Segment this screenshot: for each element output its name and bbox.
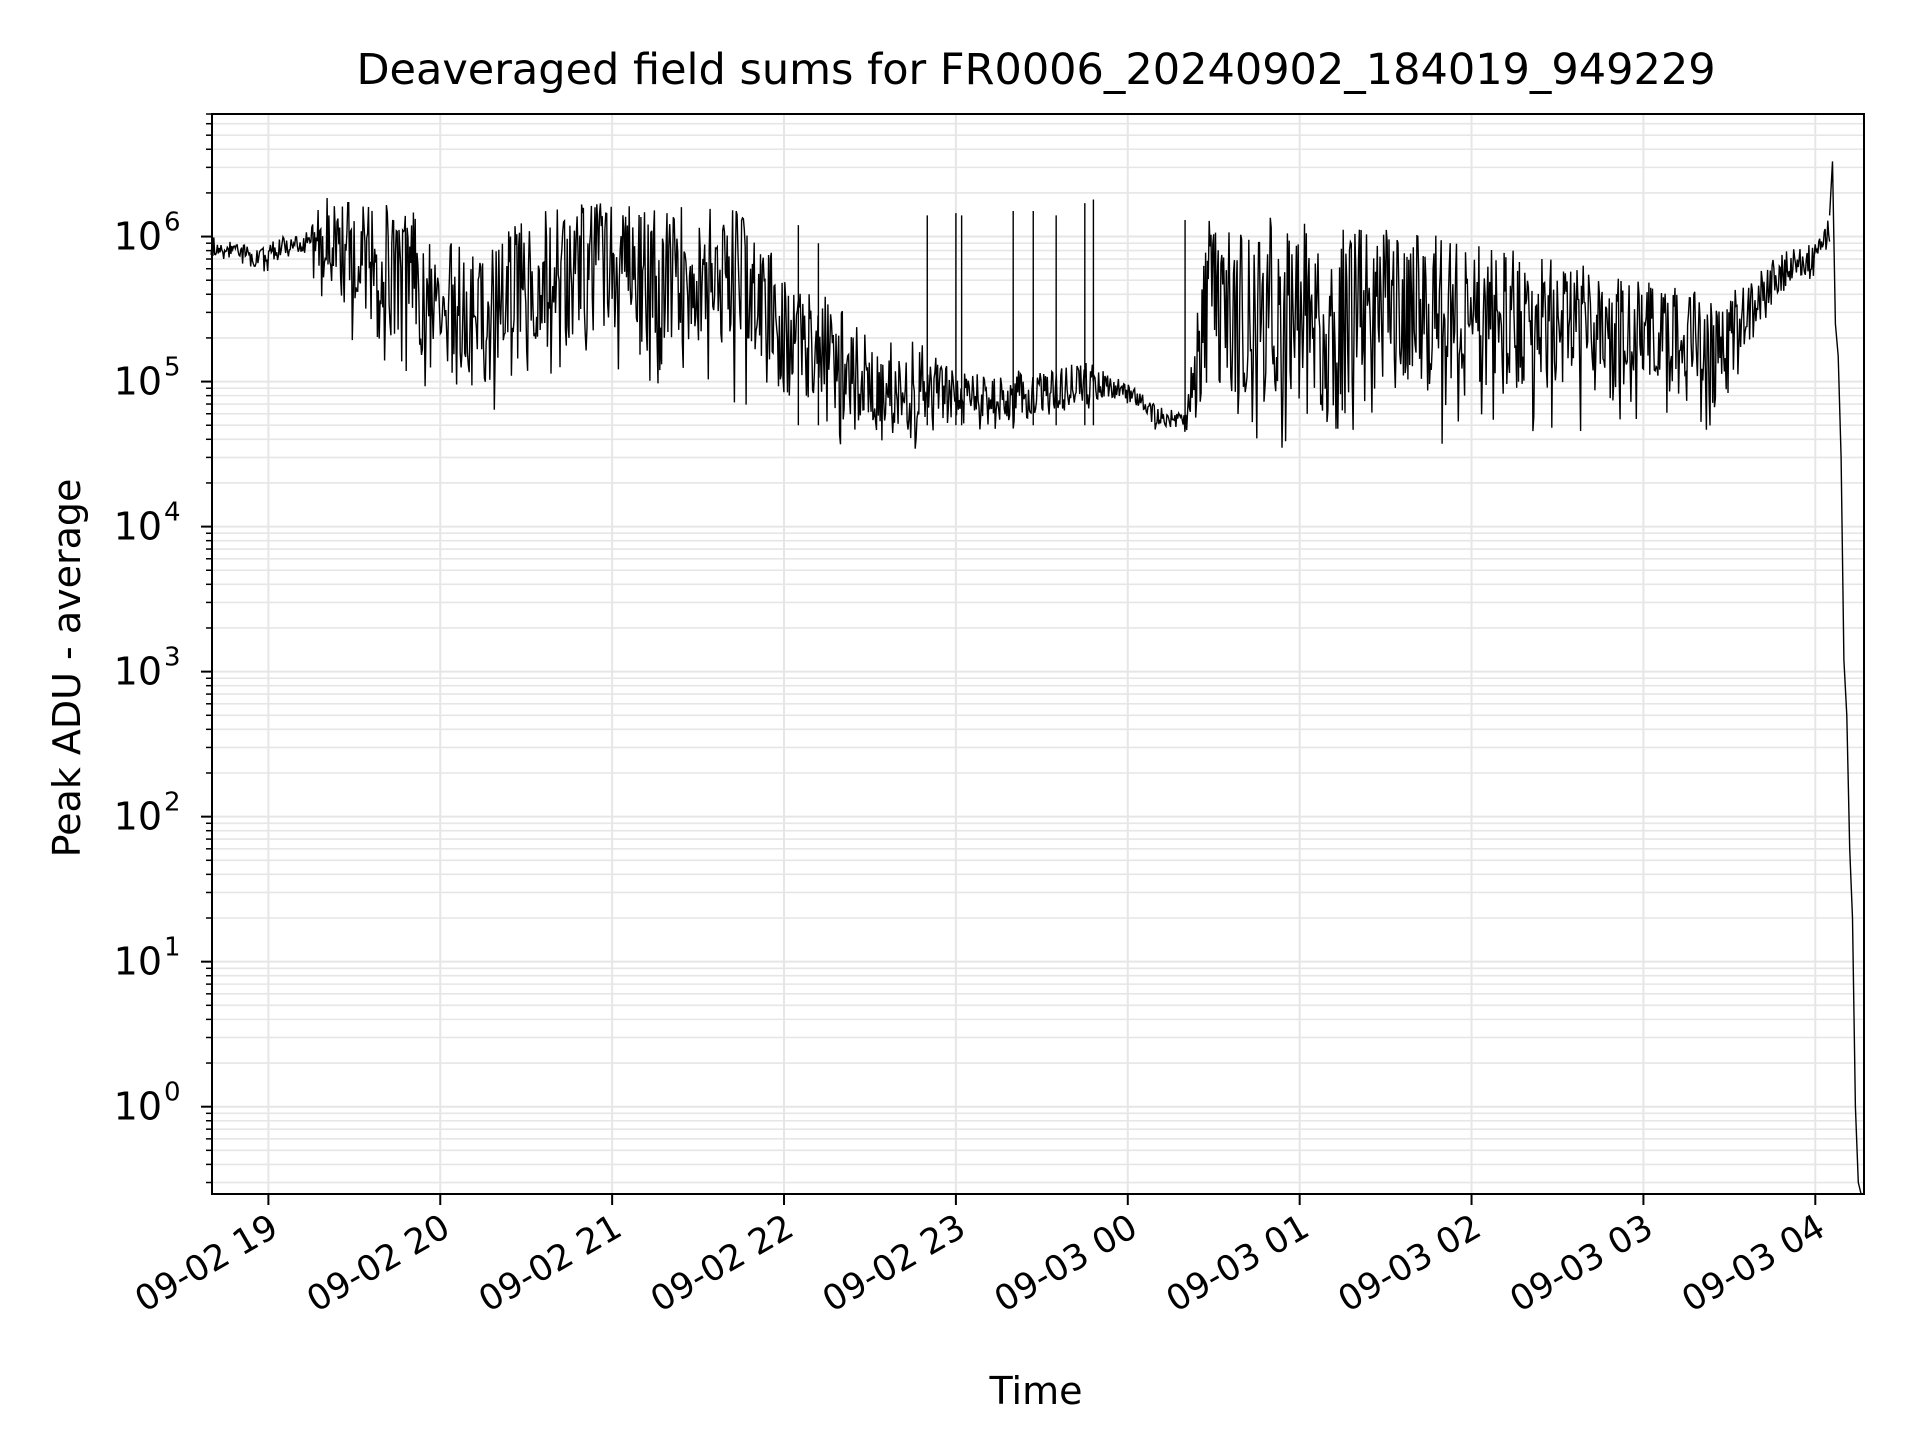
y-tick-exponent: 6 (164, 208, 181, 238)
y-tick-label: 10 (114, 505, 162, 549)
series-line-group (210, 161, 1862, 1195)
series-line-smooth (1828, 161, 1862, 1195)
y-axis-label: Peak ADU - average (45, 479, 89, 858)
y-tick-label: 10 (114, 215, 162, 259)
y-tick-label: 10 (114, 1085, 162, 1129)
y-tick-exponent: 2 (164, 788, 181, 818)
y-tick-label: 10 (114, 650, 162, 694)
y-tick-exponent: 3 (164, 643, 181, 673)
y-tick-exponent: 1 (164, 933, 181, 963)
y-tick-exponent: 0 (164, 1078, 181, 1108)
y-tick-exponent: 4 (164, 498, 181, 528)
axes-frame (211, 113, 1865, 1195)
grid (212, 113, 1864, 1194)
y-tick-exponent: 5 (164, 353, 181, 383)
y-tick-label: 10 (114, 360, 162, 404)
x-axis-label: Time (989, 1369, 1083, 1413)
chart-title: Deaveraged field sums for FR0006_2024090… (356, 45, 1715, 95)
series-line-noisy (210, 197, 1831, 449)
y-tick-label: 10 (114, 940, 162, 984)
y-tick-label: 10 (114, 795, 162, 839)
